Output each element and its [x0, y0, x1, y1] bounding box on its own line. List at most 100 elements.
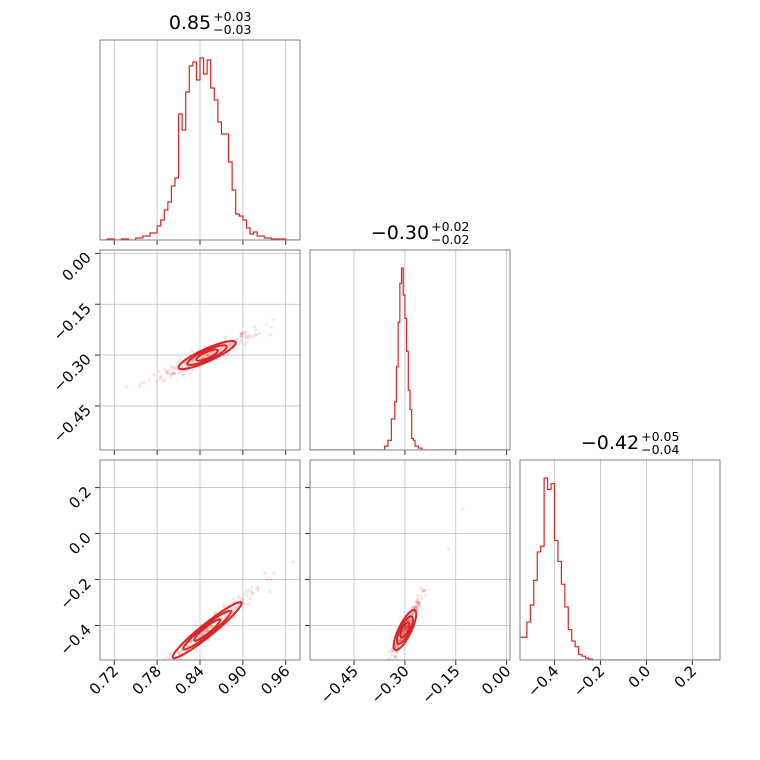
sample-point: [106, 702, 109, 705]
sample-point: [220, 618, 224, 622]
sample-point: [397, 639, 401, 643]
x-tick-label: 0.72: [86, 662, 122, 698]
param-title-0: 0.85: [169, 12, 211, 34]
sample-point: [224, 613, 228, 617]
sample-point: [213, 611, 217, 615]
x-tick-label: −0.45: [317, 662, 362, 707]
sample-point: [93, 713, 96, 716]
sample-point: [390, 653, 394, 657]
sample-point: [402, 631, 407, 635]
histogram-1: [310, 267, 510, 450]
sample-point: [404, 625, 408, 629]
sample-point: [395, 650, 399, 654]
sample-point: [207, 353, 211, 357]
x-tick-label: 0.2: [671, 662, 701, 692]
sample-point: [403, 626, 408, 630]
sample-point: [394, 645, 398, 650]
sample-point: [161, 667, 164, 670]
sample-point: [413, 605, 418, 609]
sample-point: [177, 651, 181, 656]
sample-point: [175, 661, 178, 664]
sample-point: [201, 355, 205, 360]
param-error-minus-0: −0.03: [213, 22, 251, 37]
sample-point: [415, 601, 419, 605]
sample-point: [402, 627, 407, 631]
sample-point: [401, 629, 406, 633]
sample-point: [402, 628, 406, 632]
panel-1-1: [309, 249, 511, 455]
sample-point: [232, 348, 236, 352]
sample-point: [257, 588, 261, 592]
y-tick-label: 0.0: [65, 529, 95, 559]
sample-point: [418, 602, 422, 606]
sample-point: [220, 347, 224, 351]
sample-point: [413, 605, 417, 609]
sample-point: [398, 637, 402, 642]
x-tick-label: 0.00: [478, 662, 514, 698]
sample-point: [387, 662, 390, 665]
sample-point: [235, 337, 239, 341]
sample-point: [421, 588, 426, 592]
sample-point: [272, 571, 276, 575]
sample-point: [201, 355, 205, 359]
sample-point: [164, 661, 167, 664]
sample-point: [167, 652, 171, 656]
sample-point: [231, 610, 235, 614]
sample-point: [403, 626, 407, 630]
sample-point: [240, 334, 244, 338]
sample-point: [422, 588, 426, 592]
sample-point: [203, 628, 208, 632]
sample-point: [420, 589, 424, 594]
sample-point: [170, 372, 174, 376]
contour-level: [195, 348, 219, 362]
sample-point: [161, 379, 165, 383]
y-tick-label: 0.00: [58, 248, 94, 284]
sample-point: [291, 560, 296, 564]
sample-point: [245, 340, 249, 344]
sample-point: [248, 597, 252, 601]
sample-point: [250, 585, 254, 589]
sample-point: [403, 628, 407, 632]
sample-point: [239, 341, 243, 345]
sample-point: [222, 604, 226, 608]
sample-point: [239, 332, 243, 336]
sample-point: [206, 628, 210, 632]
sample-point: [224, 335, 228, 339]
sample-point: [174, 366, 178, 370]
sample-point: [158, 377, 162, 381]
sample-point: [265, 322, 269, 327]
sample-point: [387, 664, 390, 667]
sample-point: [167, 372, 171, 376]
sample-point: [194, 649, 198, 653]
sample-point: [202, 629, 207, 634]
sample-point: [398, 637, 402, 642]
x-tick-label: 0.96: [257, 662, 293, 698]
scatter-points: [385, 507, 465, 667]
param-error-minus-2: −0.04: [641, 442, 679, 457]
sample-point: [141, 380, 146, 385]
sample-point: [249, 589, 253, 593]
sample-point: [165, 372, 169, 376]
sample-point: [239, 335, 243, 339]
x-tick-label: 0.84: [171, 662, 207, 698]
sample-point: [170, 366, 174, 370]
sample-point: [165, 370, 169, 374]
panel-frame: [99, 39, 301, 241]
sample-point: [241, 601, 246, 606]
sample-point: [416, 606, 420, 610]
sample-point: [244, 334, 248, 338]
sample-point: [203, 354, 208, 358]
sample-point: [183, 362, 188, 366]
sample-point: [231, 597, 236, 601]
sample-point: [402, 629, 406, 634]
sample-point: [401, 632, 405, 636]
sample-point: [189, 640, 193, 645]
sample-point: [185, 643, 190, 647]
sample-point: [209, 625, 213, 629]
sample-point: [419, 586, 423, 590]
param-error-minus-1: −0.02: [431, 232, 469, 247]
y-tick-label: −0.4: [56, 621, 94, 659]
sample-point: [166, 656, 170, 660]
sample-point: [242, 592, 246, 596]
sample-point: [241, 597, 245, 601]
